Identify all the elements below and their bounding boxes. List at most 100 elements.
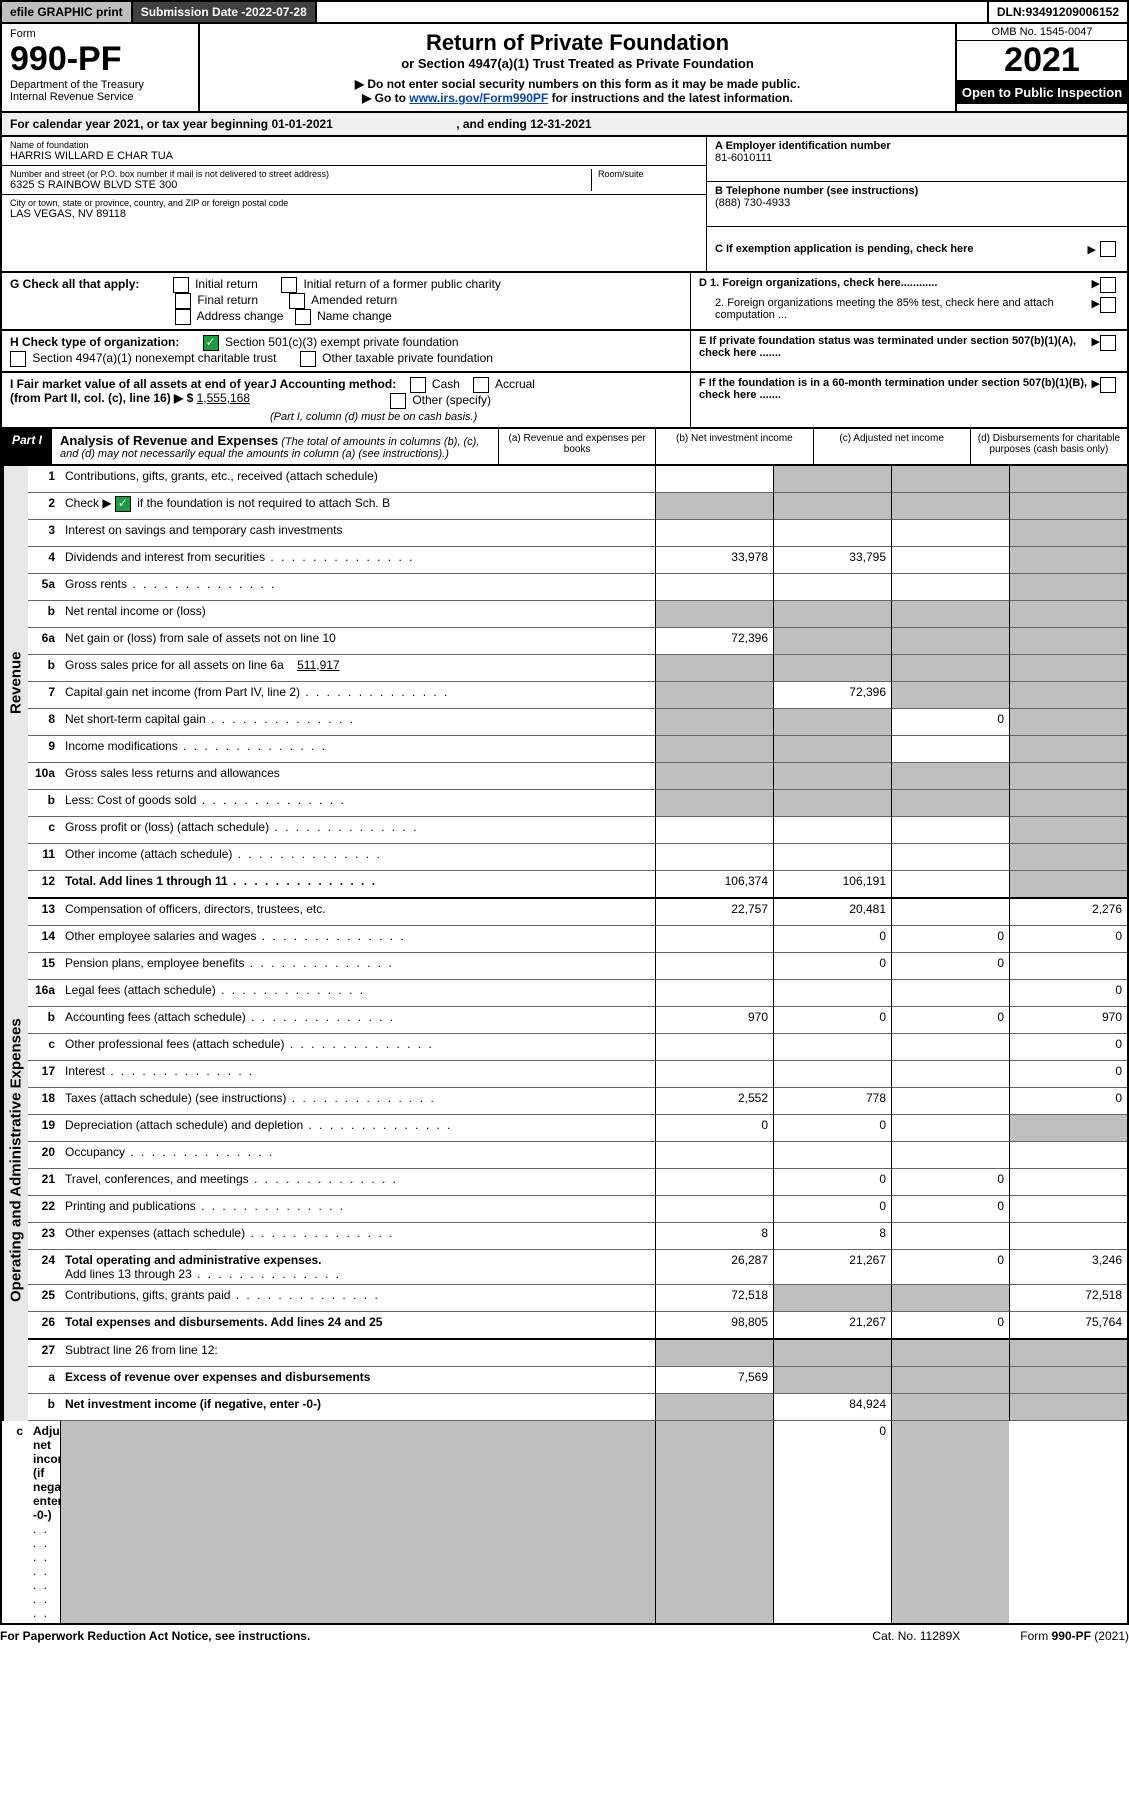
line-18: Taxes (attach schedule) (see instruction… bbox=[60, 1088, 655, 1115]
line-21: Travel, conferences, and meetings bbox=[60, 1169, 655, 1196]
omb-number: OMB No. 1545-0047 bbox=[957, 24, 1127, 41]
line-11: Other income (attach schedule) bbox=[60, 844, 655, 871]
col-d-header: (d) Disbursements for charitable purpose… bbox=[970, 429, 1127, 464]
e-checkbox[interactable] bbox=[1100, 335, 1116, 351]
footer-catno: Cat. No. 11289X bbox=[872, 1629, 960, 1643]
line-27b: Net investment income (if negative, ente… bbox=[60, 1394, 655, 1421]
line-5b: Net rental income or (loss) bbox=[60, 601, 655, 628]
g-label: G Check all that apply: bbox=[10, 277, 139, 291]
g4-checkbox[interactable] bbox=[289, 293, 305, 309]
d2-checkbox[interactable] bbox=[1100, 297, 1116, 313]
col-b-header: (b) Net investment income bbox=[655, 429, 812, 464]
submission-date: Submission Date - 2022-07-28 bbox=[133, 2, 317, 22]
line-26: Total expenses and disbursements. Add li… bbox=[60, 1312, 655, 1340]
foundation-name: HARRIS WILLARD E CHAR TUA bbox=[10, 150, 173, 162]
form-note2: ▶ Go to www.irs.gov/Form990PF for instru… bbox=[206, 91, 949, 105]
addr-label: Number and street (or P.O. box number if… bbox=[10, 169, 591, 179]
j-other-checkbox[interactable] bbox=[390, 393, 406, 409]
line-8: Net short-term capital gain bbox=[60, 709, 655, 736]
irs: Internal Revenue Service bbox=[10, 91, 190, 103]
city-state-zip: LAS VEGAS, NV 89118 bbox=[10, 208, 126, 220]
d1-label: D 1. Foreign organizations, check here..… bbox=[699, 277, 1092, 293]
form-header: Form 990-PF Department of the Treasury I… bbox=[0, 24, 1129, 113]
f-checkbox[interactable] bbox=[1100, 377, 1116, 393]
h-label: H Check type of organization: bbox=[10, 335, 179, 349]
ein: 81-6010111 bbox=[715, 152, 772, 164]
g5-checkbox[interactable] bbox=[175, 309, 191, 325]
j-note: (Part I, column (d) must be on cash basi… bbox=[270, 411, 477, 423]
col-a-header: (a) Revenue and expenses per books bbox=[498, 429, 655, 464]
part1-header: Part I Analysis of Revenue and Expenses … bbox=[0, 429, 1129, 466]
f-label: F If the foundation is in a 60-month ter… bbox=[699, 377, 1092, 423]
form-note1: ▶ Do not enter social security numbers o… bbox=[206, 77, 949, 91]
line-7: Capital gain net income (from Part IV, l… bbox=[60, 682, 655, 709]
line-19: Depreciation (attach schedule) and deple… bbox=[60, 1115, 655, 1142]
tax-year: 2021 bbox=[957, 41, 1127, 81]
line-16a: Legal fees (attach schedule) bbox=[60, 980, 655, 1007]
c-label: C If exemption application is pending, c… bbox=[715, 243, 1084, 255]
line-23: Other expenses (attach schedule) bbox=[60, 1223, 655, 1250]
g6-checkbox[interactable] bbox=[295, 309, 311, 325]
line-10c: Gross profit or (loss) (attach schedule) bbox=[60, 817, 655, 844]
room-label: Room/suite bbox=[598, 169, 698, 179]
irs-link[interactable]: www.irs.gov/Form990PF bbox=[409, 91, 548, 105]
line-14: Other employee salaries and wages bbox=[60, 926, 655, 953]
line-16b: Accounting fees (attach schedule) bbox=[60, 1007, 655, 1034]
form-number: 990-PF bbox=[10, 40, 190, 79]
part1-title: Analysis of Revenue and Expenses bbox=[60, 433, 278, 448]
line-27: Subtract line 26 from line 12: bbox=[60, 1340, 655, 1367]
line-22: Printing and publications bbox=[60, 1196, 655, 1223]
line-10a: Gross sales less returns and allowances bbox=[60, 763, 655, 790]
c-checkbox[interactable] bbox=[1100, 241, 1116, 257]
h2-checkbox[interactable] bbox=[10, 351, 26, 367]
ein-label: A Employer identification number bbox=[715, 140, 891, 152]
j-accrual-checkbox[interactable] bbox=[473, 377, 489, 393]
line-4: Dividends and interest from securities bbox=[60, 547, 655, 574]
line-10b: Less: Cost of goods sold bbox=[60, 790, 655, 817]
dept: Department of the Treasury bbox=[10, 79, 190, 91]
h3-checkbox[interactable] bbox=[300, 351, 316, 367]
footer-formno: Form Form 990-PF (2021)990-PF (2021) bbox=[1020, 1629, 1129, 1643]
g1-checkbox[interactable] bbox=[173, 277, 189, 293]
fair-market-value: 1,555,168 bbox=[197, 391, 250, 405]
efile-label: efile GRAPHIC print bbox=[2, 2, 133, 22]
col-c-header: (c) Adjusted net income bbox=[813, 429, 970, 464]
j-cash-checkbox[interactable] bbox=[410, 377, 426, 393]
section-h-e: H Check type of organization: Section 50… bbox=[0, 331, 1129, 373]
form-subtitle: or Section 4947(a)(1) Trust Treated as P… bbox=[206, 56, 949, 71]
line-3: Interest on savings and temporary cash i… bbox=[60, 520, 655, 547]
form-title: Return of Private Foundation bbox=[206, 30, 949, 56]
line-6a: Net gain or (loss) from sale of assets n… bbox=[60, 628, 655, 655]
line-20: Occupancy bbox=[60, 1142, 655, 1169]
calendar-year-row: For calendar year 2021, or tax year begi… bbox=[0, 113, 1129, 137]
header-bar: efile GRAPHIC print Submission Date - 20… bbox=[0, 0, 1129, 24]
line-15: Pension plans, employee benefits bbox=[60, 953, 655, 980]
section-i-j-f: I Fair market value of all assets at end… bbox=[0, 373, 1129, 429]
schb-checkbox[interactable] bbox=[115, 496, 131, 512]
line-25: Contributions, gifts, grants paid bbox=[60, 1285, 655, 1312]
revenue-side-label: Revenue bbox=[2, 466, 28, 899]
line-13: Compensation of officers, directors, tru… bbox=[60, 899, 655, 926]
part1-label: Part I bbox=[2, 429, 52, 464]
line-17: Interest bbox=[60, 1061, 655, 1088]
address: 6325 S RAINBOW BLVD STE 300 bbox=[10, 179, 177, 191]
line-16c: Other professional fees (attach schedule… bbox=[60, 1034, 655, 1061]
d2-label: 2. Foreign organizations meeting the 85%… bbox=[699, 297, 1092, 321]
footer-paperwork: For Paperwork Reduction Act Notice, see … bbox=[0, 1629, 310, 1643]
page-footer: For Paperwork Reduction Act Notice, see … bbox=[0, 1625, 1129, 1647]
j-label: J Accounting method: bbox=[270, 377, 396, 391]
line-27a: Excess of revenue over expenses and disb… bbox=[60, 1367, 655, 1394]
expenses-side-label: Operating and Administrative Expenses bbox=[2, 899, 28, 1421]
e-label: E If private foundation status was termi… bbox=[699, 335, 1092, 367]
g2-checkbox[interactable] bbox=[281, 277, 297, 293]
d1-checkbox[interactable] bbox=[1100, 277, 1116, 293]
dln: DLN: 93491209006152 bbox=[987, 2, 1127, 22]
h1-checkbox[interactable] bbox=[203, 335, 219, 351]
line-12: Total. Add lines 1 through 11 bbox=[60, 871, 655, 899]
section-g-d: G Check all that apply: Initial return I… bbox=[0, 273, 1129, 331]
phone: (888) 730-4933 bbox=[715, 197, 790, 209]
name-label: Name of foundation bbox=[10, 140, 698, 150]
g3-checkbox[interactable] bbox=[175, 293, 191, 309]
identification-block: Name of foundation HARRIS WILLARD E CHAR… bbox=[0, 137, 1129, 273]
line-6b: Gross sales price for all assets on line… bbox=[60, 655, 655, 682]
